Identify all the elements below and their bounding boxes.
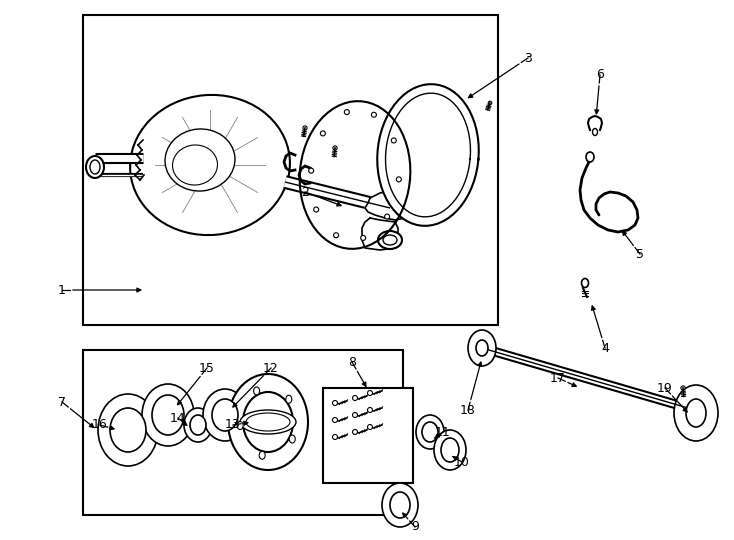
Ellipse shape: [254, 387, 260, 395]
Ellipse shape: [581, 279, 589, 287]
Ellipse shape: [681, 386, 685, 390]
Ellipse shape: [152, 395, 184, 435]
Bar: [323, 388, 413, 483]
Ellipse shape: [368, 390, 372, 395]
Text: 8: 8: [348, 355, 356, 368]
Ellipse shape: [360, 235, 366, 240]
Ellipse shape: [586, 152, 594, 162]
Ellipse shape: [184, 408, 212, 442]
Ellipse shape: [333, 435, 338, 440]
Text: 12: 12: [263, 361, 279, 375]
Ellipse shape: [468, 330, 496, 366]
Ellipse shape: [674, 385, 718, 441]
Text: 6: 6: [596, 69, 604, 82]
Ellipse shape: [333, 233, 338, 238]
Ellipse shape: [383, 235, 397, 245]
Polygon shape: [362, 218, 398, 250]
Ellipse shape: [368, 408, 372, 413]
Ellipse shape: [142, 384, 194, 446]
Ellipse shape: [240, 410, 296, 434]
Text: 18: 18: [460, 403, 476, 416]
Ellipse shape: [246, 413, 290, 431]
Ellipse shape: [385, 214, 390, 219]
Text: 9: 9: [411, 521, 419, 534]
Ellipse shape: [390, 492, 410, 518]
Ellipse shape: [488, 101, 492, 105]
Ellipse shape: [416, 415, 444, 449]
Ellipse shape: [90, 160, 100, 174]
Ellipse shape: [333, 417, 338, 422]
Text: 19: 19: [657, 381, 673, 395]
Text: 5: 5: [636, 247, 644, 260]
Text: 11: 11: [435, 426, 451, 438]
Ellipse shape: [130, 95, 290, 235]
Ellipse shape: [441, 438, 459, 462]
Text: 10: 10: [454, 456, 470, 469]
Text: 3: 3: [524, 51, 532, 64]
Ellipse shape: [371, 112, 377, 117]
Ellipse shape: [86, 156, 104, 178]
Polygon shape: [377, 84, 479, 226]
Ellipse shape: [476, 340, 488, 356]
Ellipse shape: [686, 399, 706, 427]
Ellipse shape: [396, 177, 401, 182]
Ellipse shape: [320, 131, 325, 136]
Text: 13: 13: [225, 418, 241, 431]
Ellipse shape: [203, 389, 247, 441]
Ellipse shape: [422, 422, 438, 442]
Ellipse shape: [237, 422, 243, 429]
Text: 1: 1: [58, 284, 66, 296]
Ellipse shape: [382, 483, 418, 527]
Ellipse shape: [592, 129, 597, 136]
Ellipse shape: [352, 429, 357, 435]
Ellipse shape: [243, 392, 293, 452]
Text: 16: 16: [92, 418, 108, 431]
Text: 17: 17: [550, 372, 566, 384]
Ellipse shape: [286, 395, 292, 403]
Ellipse shape: [434, 430, 466, 470]
Bar: [83, 350, 403, 515]
Text: 2: 2: [301, 186, 309, 199]
Ellipse shape: [344, 110, 349, 114]
Ellipse shape: [378, 231, 402, 249]
Ellipse shape: [165, 129, 235, 191]
Polygon shape: [365, 190, 418, 220]
Ellipse shape: [190, 415, 206, 435]
Ellipse shape: [228, 374, 308, 470]
Ellipse shape: [313, 207, 319, 212]
Ellipse shape: [333, 146, 337, 150]
Ellipse shape: [212, 399, 238, 431]
Ellipse shape: [172, 145, 217, 185]
Text: 14: 14: [170, 411, 186, 424]
Text: 15: 15: [199, 361, 215, 375]
Ellipse shape: [368, 424, 372, 429]
Ellipse shape: [289, 435, 295, 443]
Ellipse shape: [352, 395, 357, 401]
Ellipse shape: [98, 394, 158, 466]
Ellipse shape: [333, 401, 338, 406]
Ellipse shape: [391, 138, 396, 143]
Text: 4: 4: [601, 341, 609, 354]
Text: 7: 7: [58, 395, 66, 408]
Ellipse shape: [110, 408, 146, 452]
Ellipse shape: [303, 126, 307, 130]
Ellipse shape: [309, 168, 313, 173]
Ellipse shape: [352, 413, 357, 417]
Ellipse shape: [259, 451, 265, 459]
Bar: [83, 15, 498, 325]
